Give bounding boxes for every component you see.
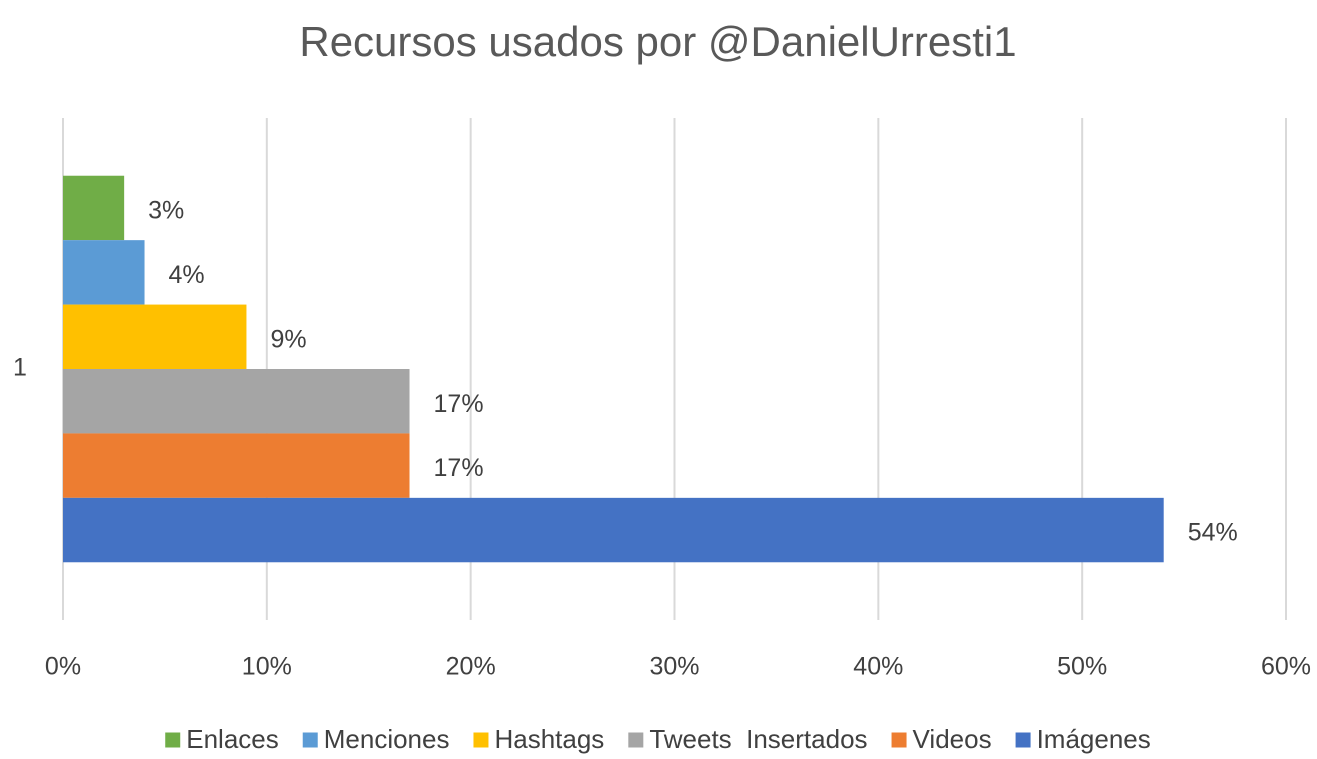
data-label: 3% (148, 197, 184, 225)
legend-label: Menciones (324, 724, 450, 754)
legend-swatch (473, 732, 489, 748)
x-tick-label: 40% (853, 653, 903, 681)
x-tick-label: 0% (45, 653, 81, 681)
legend-label: Videos (913, 724, 992, 754)
legend-label: Imágenes (1037, 724, 1151, 754)
legend-swatch (1015, 732, 1031, 748)
bar (63, 304, 247, 369)
legend-label: Tweets Insertados (649, 724, 867, 754)
chart-title: Recursos usados por @DanielUrresti1 (299, 18, 1016, 65)
bar (63, 497, 1164, 563)
data-label: 17% (434, 390, 484, 418)
legend-swatch (891, 732, 907, 748)
x-tick-label: 20% (446, 653, 496, 681)
bar (63, 240, 145, 305)
legend-swatch (302, 732, 318, 748)
legend-label: Hashtags (494, 724, 604, 754)
y-tick-label: 1 (13, 354, 27, 382)
x-tick-label: 10% (242, 653, 292, 681)
legend-swatch (628, 732, 644, 748)
x-tick-label: 60% (1261, 653, 1311, 681)
legend-swatch (165, 732, 181, 748)
legend: Enlaces Menciones Hashtags Tweets Insertado… (165, 724, 1151, 754)
bar (63, 175, 125, 241)
bar (63, 369, 410, 434)
legend-label: Enlaces (186, 724, 279, 754)
x-tick-label: 50% (1057, 653, 1107, 681)
bar (63, 433, 410, 498)
x-tick-label: 30% (649, 653, 699, 681)
data-label: 17% (434, 454, 484, 482)
data-label: 54% (1188, 519, 1238, 547)
data-label: 9% (270, 325, 306, 353)
data-label: 4% (169, 261, 205, 289)
